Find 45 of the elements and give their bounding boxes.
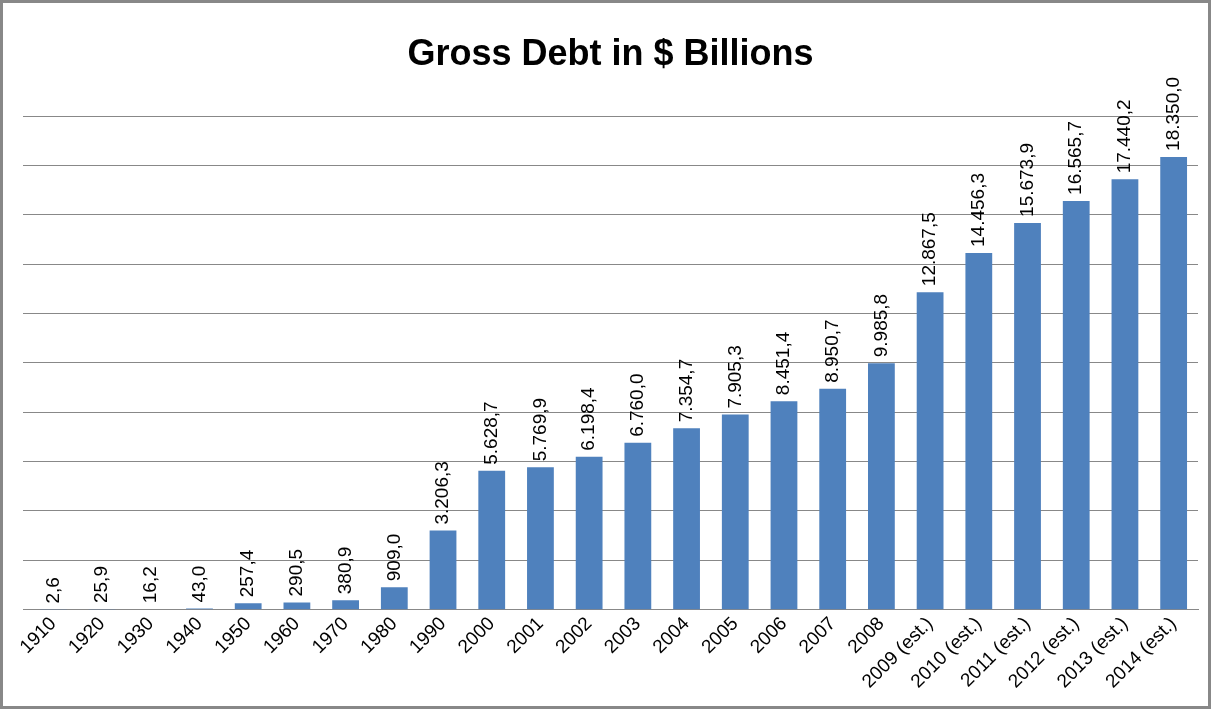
data-label: 257,4 xyxy=(236,549,258,598)
data-label: 5.628,7 xyxy=(479,401,501,465)
data-label: 7.905,3 xyxy=(723,345,745,409)
data-label: 9.985,8 xyxy=(869,293,891,358)
data-label: 25,9 xyxy=(90,566,112,604)
bar xyxy=(673,428,700,610)
bar xyxy=(527,467,554,610)
bar xyxy=(380,587,408,610)
bar xyxy=(234,603,262,610)
bar xyxy=(1160,156,1188,610)
bar xyxy=(819,388,847,610)
bar xyxy=(916,292,944,610)
data-label: 380,9 xyxy=(333,546,355,595)
bar xyxy=(1111,179,1139,610)
data-label: 14.456,3 xyxy=(967,173,989,247)
data-label: 43,0 xyxy=(187,565,209,603)
bar xyxy=(868,363,895,610)
bar xyxy=(770,401,798,610)
bar xyxy=(1062,200,1090,610)
data-label: 17.440,2 xyxy=(1113,99,1135,174)
bar xyxy=(721,414,749,610)
data-label: 12.867,5 xyxy=(918,212,940,287)
chart-title: Gross Debt in $ Billions xyxy=(407,31,814,73)
bar xyxy=(332,600,359,610)
bar xyxy=(283,602,311,610)
data-label: 7.354,7 xyxy=(674,358,696,423)
bar xyxy=(478,470,506,610)
data-label: 290,5 xyxy=(285,548,307,597)
data-label: 5.769,9 xyxy=(528,397,550,462)
data-label: 6.760,0 xyxy=(626,373,648,437)
data-label: 8.950,7 xyxy=(820,319,842,383)
data-label: 18.350,0 xyxy=(1161,76,1183,151)
bar xyxy=(575,456,603,610)
data-label: 2,6 xyxy=(41,577,63,604)
data-label: 16,2 xyxy=(139,566,161,604)
data-label: 909,0 xyxy=(382,533,404,582)
bar xyxy=(965,252,993,610)
data-label: 3.206,3 xyxy=(431,461,453,525)
data-label: 8.451,4 xyxy=(772,331,794,396)
data-label: 15.673,9 xyxy=(1015,142,1037,217)
data-label: 6.198,4 xyxy=(577,386,599,451)
bar xyxy=(429,530,457,610)
bar xyxy=(1014,222,1041,610)
data-label: 16.565,7 xyxy=(1064,120,1086,195)
bar xyxy=(624,442,652,610)
